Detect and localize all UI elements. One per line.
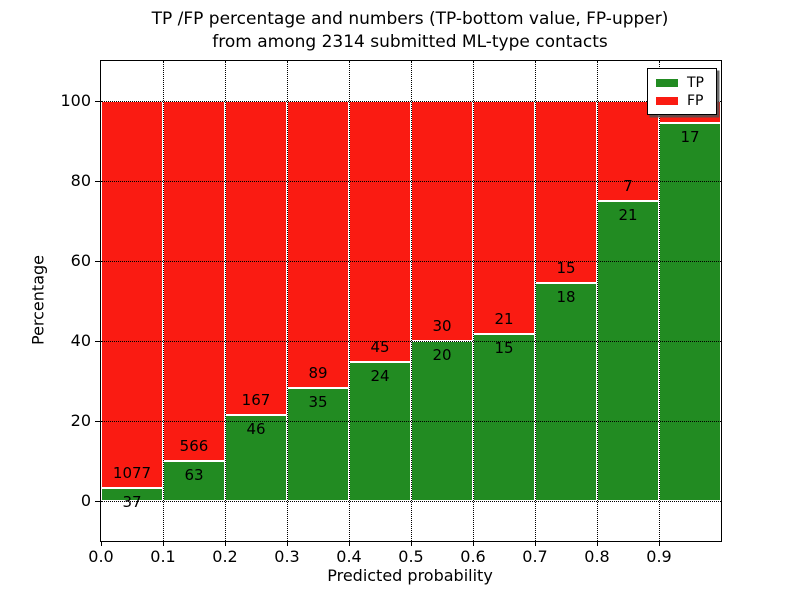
x-tick-label: 0.0 bbox=[88, 547, 114, 566]
fp-count-label: 30 bbox=[432, 317, 452, 335]
tp-count-label: 17 bbox=[680, 128, 700, 147]
gridline-horizontal bbox=[101, 181, 721, 182]
legend-item-fp: FP bbox=[648, 92, 716, 110]
tp-count-label: 46 bbox=[246, 419, 266, 438]
fp-count-label: 45 bbox=[370, 337, 390, 356]
legend-label-tp: TP bbox=[687, 75, 704, 91]
bar-segment-tp-7 bbox=[535, 282, 597, 501]
tp-count-label: 63 bbox=[184, 465, 204, 484]
y-tick-label: 0 bbox=[80, 491, 91, 510]
gridline-horizontal bbox=[101, 101, 721, 102]
x-tick-mark bbox=[411, 541, 413, 546]
legend: TP FP bbox=[647, 68, 717, 115]
chart-title: TP /FP percentage and numbers (TP-bottom… bbox=[100, 8, 720, 55]
fp-count-label: 89 bbox=[308, 364, 328, 383]
tp-count-label: 15 bbox=[494, 339, 514, 358]
bar-segment-tp-1 bbox=[163, 460, 225, 501]
y-tick-label: 60 bbox=[70, 251, 91, 270]
tp-count-label: 24 bbox=[370, 366, 390, 385]
bar-segment-fp-6 bbox=[473, 101, 535, 335]
y-tick-mark bbox=[95, 500, 100, 502]
bar-segment-tp-9 bbox=[659, 123, 721, 501]
x-tick-mark bbox=[101, 541, 103, 546]
fp-count-label: 15 bbox=[556, 258, 576, 277]
gridline-vertical bbox=[411, 61, 412, 541]
bar-segment-fp-7 bbox=[535, 101, 597, 283]
bar-segment-fp-3 bbox=[287, 101, 349, 389]
gridline-vertical bbox=[659, 61, 660, 541]
bar-segment-fp-1 bbox=[163, 101, 225, 461]
x-tick-mark bbox=[349, 541, 351, 546]
fp-count-label: 566 bbox=[179, 436, 209, 455]
x-tick-label: 0.8 bbox=[584, 547, 610, 566]
x-tick-label: 0.2 bbox=[212, 547, 238, 566]
gridline-vertical bbox=[349, 61, 350, 541]
x-tick-label: 0.7 bbox=[522, 547, 548, 566]
bar-segment-fp-5 bbox=[411, 101, 473, 341]
fp-count-label: 1077 bbox=[112, 463, 152, 482]
bar-segment-fp-4 bbox=[349, 101, 411, 362]
tp-count-label: 37 bbox=[122, 492, 142, 511]
x-tick-mark bbox=[473, 541, 475, 546]
x-tick-label: 0.4 bbox=[336, 547, 362, 566]
gridline-vertical bbox=[535, 61, 536, 541]
y-tick-mark bbox=[95, 340, 100, 342]
y-tick-mark bbox=[95, 100, 100, 102]
gridline-vertical bbox=[597, 61, 598, 541]
tp-count-label: 18 bbox=[556, 287, 576, 306]
fp-count-label: 7 bbox=[623, 177, 633, 195]
tp-count-label: 21 bbox=[618, 206, 638, 224]
y-tick-label: 80 bbox=[70, 171, 91, 190]
x-tick-mark bbox=[597, 541, 599, 546]
gridline-vertical bbox=[473, 61, 474, 541]
fp-swatch-icon bbox=[656, 97, 678, 105]
x-tick-mark bbox=[659, 541, 661, 546]
x-tick-mark bbox=[163, 541, 165, 546]
x-tick-label: 0.1 bbox=[150, 547, 176, 566]
gridline-vertical bbox=[287, 61, 288, 541]
gridline-horizontal bbox=[101, 501, 721, 502]
x-tick-mark bbox=[225, 541, 227, 546]
bar-segment-tp-2 bbox=[225, 414, 287, 501]
gridline-vertical bbox=[225, 61, 226, 541]
bar-segment-fp-2 bbox=[225, 101, 287, 415]
x-tick-label: 0.3 bbox=[274, 547, 300, 566]
tp-count-label: 20 bbox=[432, 346, 452, 364]
legend-item-tp: TP bbox=[648, 74, 716, 92]
fp-count-label: 21 bbox=[494, 310, 514, 329]
x-tick-label: 0.5 bbox=[398, 547, 424, 566]
gridline-horizontal bbox=[101, 421, 721, 422]
bar-segment-tp-0 bbox=[101, 487, 163, 501]
chart-title-line2: from among 2314 submitted ML-type contac… bbox=[212, 32, 608, 53]
plot-area: 1077 37 566 63 167 46 89 35 45 24 30 20 21 15 15 18 7 21 1… bbox=[60, 60, 722, 566]
x-tick-label: 0.9 bbox=[646, 547, 672, 566]
gridline-horizontal bbox=[101, 341, 721, 342]
x-tick-mark bbox=[287, 541, 289, 546]
bar-segment-tp-3 bbox=[287, 388, 349, 501]
y-tick-label: 20 bbox=[70, 411, 91, 430]
legend-label-fp: FP bbox=[687, 93, 704, 109]
tp-count-label: 35 bbox=[308, 393, 328, 412]
bar-segment-tp-8 bbox=[597, 201, 659, 501]
chart-title-line1: TP /FP percentage and numbers (TP-bottom… bbox=[151, 9, 669, 29]
bar-segment-fp-0 bbox=[101, 101, 163, 488]
y-tick-label: 100 bbox=[60, 91, 91, 110]
gridline-vertical bbox=[163, 61, 164, 541]
bar-segment-tp-6 bbox=[473, 334, 535, 501]
y-tick-mark bbox=[95, 420, 100, 422]
x-tick-mark bbox=[535, 541, 537, 546]
tp-swatch-icon bbox=[656, 79, 678, 87]
y-tick-mark bbox=[95, 180, 100, 182]
x-axis-label: Predicted probability bbox=[327, 566, 493, 585]
fp-count-label: 167 bbox=[241, 390, 271, 409]
y-tick-mark bbox=[95, 260, 100, 262]
gridline-horizontal bbox=[101, 261, 721, 262]
x-tick-label: 0.6 bbox=[460, 547, 486, 566]
y-tick-label: 40 bbox=[70, 331, 91, 350]
